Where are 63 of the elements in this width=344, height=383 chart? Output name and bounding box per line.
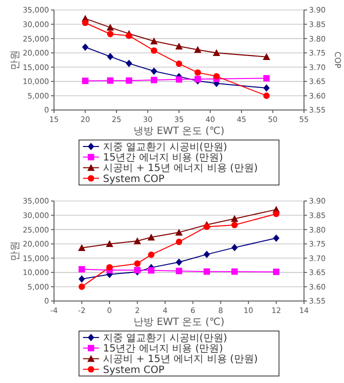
point (78, 244, 86, 252)
legend-label: 지중 열교환기 시공비(만원) (103, 142, 228, 153)
point (176, 76, 182, 83)
point (204, 268, 210, 275)
point (231, 244, 238, 252)
legend-label: 15년간 에너지 비용 (만원) (103, 152, 224, 164)
point (176, 238, 182, 246)
point (194, 46, 202, 53)
point (263, 75, 270, 82)
point (213, 73, 220, 80)
point (134, 266, 141, 274)
point (175, 42, 183, 50)
point (78, 275, 85, 283)
point (106, 240, 114, 248)
point (231, 222, 238, 228)
legend-label: 15년간 에너지 비용 (만원) (103, 344, 224, 355)
point (126, 32, 132, 39)
point (126, 60, 132, 68)
point (82, 78, 88, 84)
point (175, 228, 183, 236)
y-axis-title: 만원 (10, 50, 21, 70)
legend-label: System COP (103, 364, 164, 376)
point (148, 252, 154, 258)
point (231, 268, 238, 275)
point (204, 250, 210, 258)
point (194, 76, 201, 82)
point (263, 84, 270, 92)
point (148, 267, 154, 274)
point (176, 258, 182, 266)
point (273, 234, 280, 242)
point (107, 30, 114, 38)
point (148, 234, 155, 240)
point (262, 53, 270, 60)
point (107, 52, 114, 60)
legend-label: System COP (103, 174, 164, 185)
point (194, 69, 201, 76)
point (212, 49, 220, 56)
point (273, 210, 280, 218)
legend-label: 시공비 + 15년 에너지 비용 (만원) (103, 163, 258, 174)
x-axis-title: 냉방 EWT 온도 (℃) (134, 126, 225, 137)
point (273, 268, 280, 276)
point (204, 224, 210, 230)
point (107, 77, 114, 84)
legend-label: 시공비 + 15년 에너지 비용 (만원) (103, 354, 258, 366)
legend-label: 지중 열교환기 시공비(만원) (103, 333, 228, 344)
y-axis-title: 만원 (10, 241, 21, 261)
point (134, 260, 141, 267)
point (263, 92, 270, 99)
x-axis-title: 난방 EWT 온도 (℃) (134, 317, 225, 328)
point (82, 20, 88, 26)
y2-axis-title: COP (333, 52, 342, 69)
point (106, 264, 113, 270)
point (150, 67, 158, 75)
point (78, 266, 85, 272)
point (150, 47, 158, 54)
point (82, 43, 88, 51)
point (106, 24, 114, 31)
point (230, 215, 238, 222)
point (134, 237, 142, 244)
point (150, 37, 158, 44)
point (126, 77, 132, 84)
point (176, 60, 182, 67)
point (78, 284, 85, 290)
